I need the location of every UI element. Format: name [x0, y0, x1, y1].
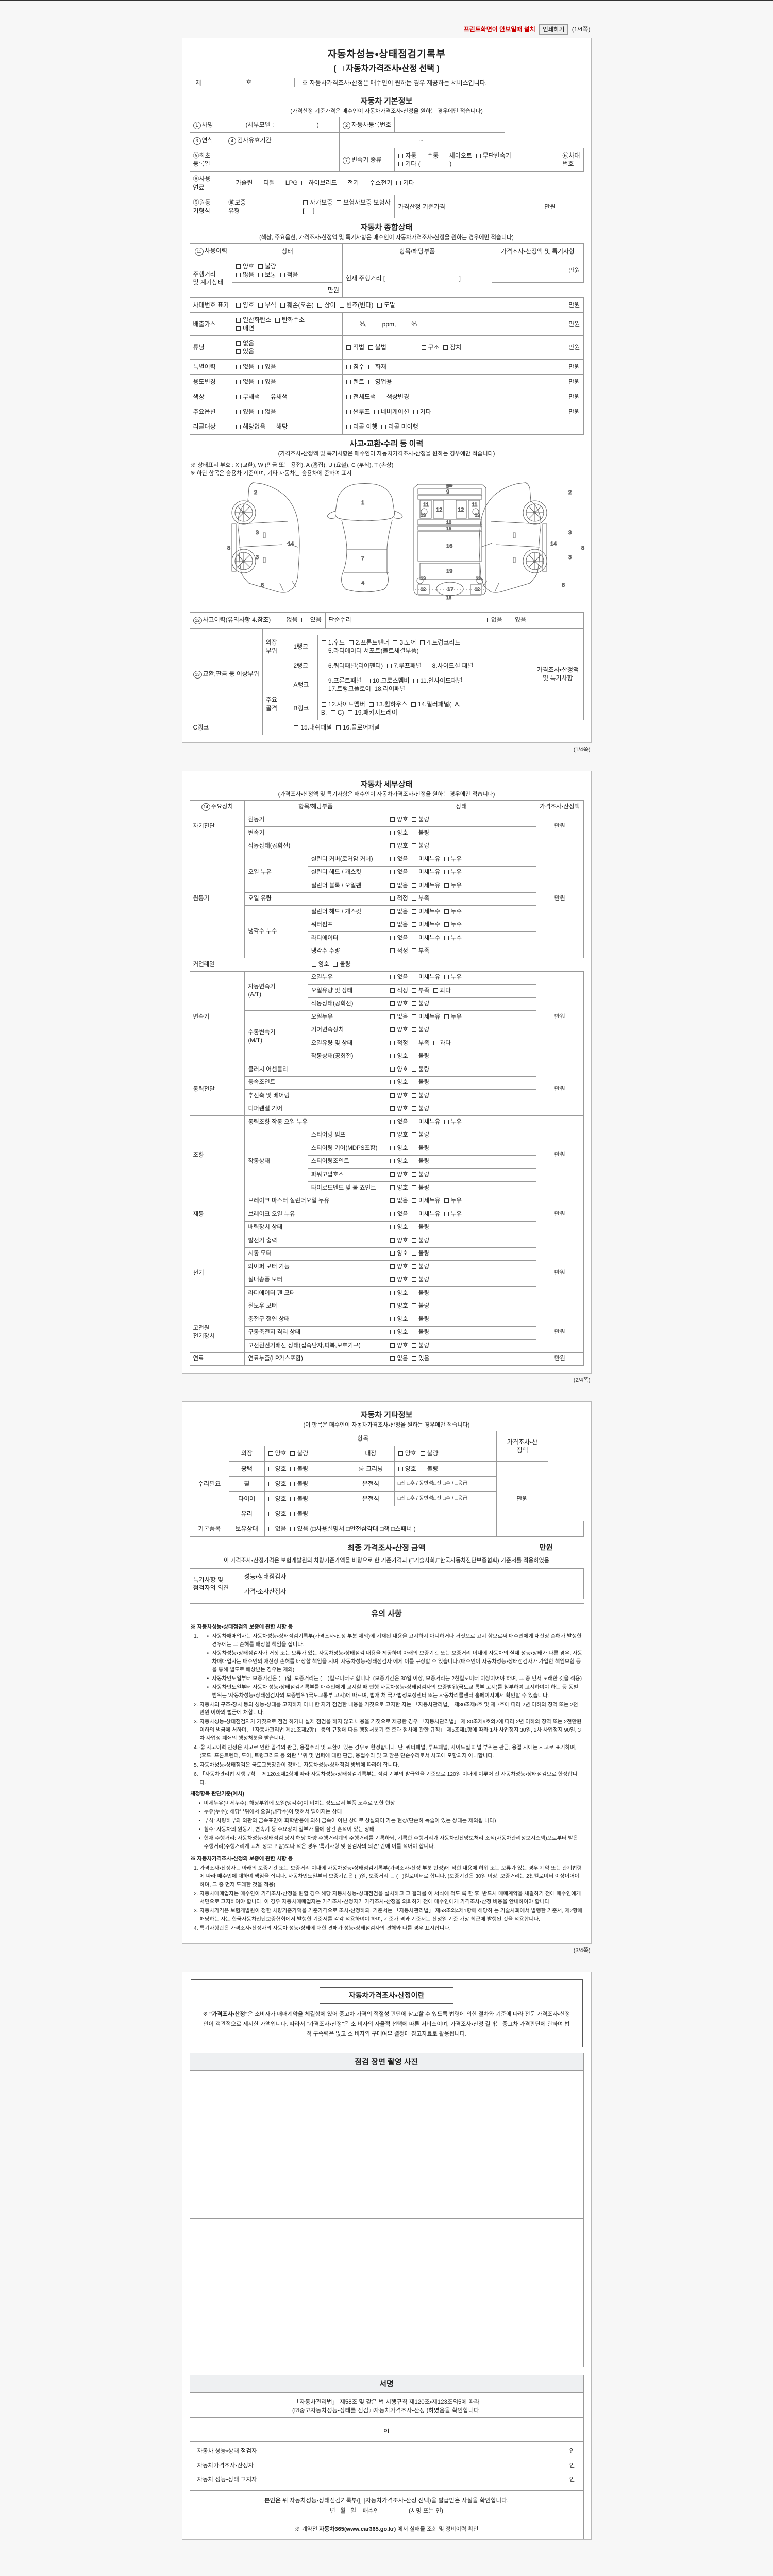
svg-text:12: 12	[458, 507, 464, 513]
svg-text:8: 8	[227, 545, 230, 551]
svg-text:13: 13	[476, 575, 481, 581]
svg-text:12: 12	[421, 587, 426, 592]
svg-text:15: 15	[446, 526, 451, 531]
svg-text:3: 3	[256, 530, 259, 536]
svg-text:8: 8	[581, 545, 584, 551]
svg-text:17: 17	[447, 586, 453, 592]
svg-text:3: 3	[568, 530, 572, 536]
svg-text:2: 2	[568, 489, 572, 496]
svg-text:3: 3	[568, 554, 572, 561]
svg-text:19: 19	[446, 568, 452, 574]
svg-text:13: 13	[421, 513, 426, 518]
svg-text:3: 3	[256, 554, 259, 561]
svg-text:11: 11	[423, 502, 429, 508]
svg-text:11: 11	[472, 502, 477, 508]
svg-text:13: 13	[421, 575, 426, 581]
svg-text:14: 14	[550, 541, 557, 547]
svg-text:4: 4	[361, 580, 364, 586]
svg-text:9: 9	[446, 489, 449, 495]
svg-text:12: 12	[475, 587, 480, 592]
svg-text:5: 5	[446, 484, 449, 489]
svg-text:18: 18	[446, 595, 451, 600]
svg-text:6: 6	[261, 582, 264, 588]
svg-text:14: 14	[288, 541, 294, 547]
svg-text:16: 16	[446, 543, 452, 549]
svg-text:12: 12	[436, 507, 442, 513]
svg-text:13: 13	[475, 513, 480, 518]
svg-text:10: 10	[446, 520, 451, 525]
svg-text:6: 6	[562, 582, 565, 588]
svg-text:7: 7	[361, 555, 364, 562]
svg-text:2: 2	[254, 489, 257, 496]
svg-text:1: 1	[361, 500, 364, 506]
